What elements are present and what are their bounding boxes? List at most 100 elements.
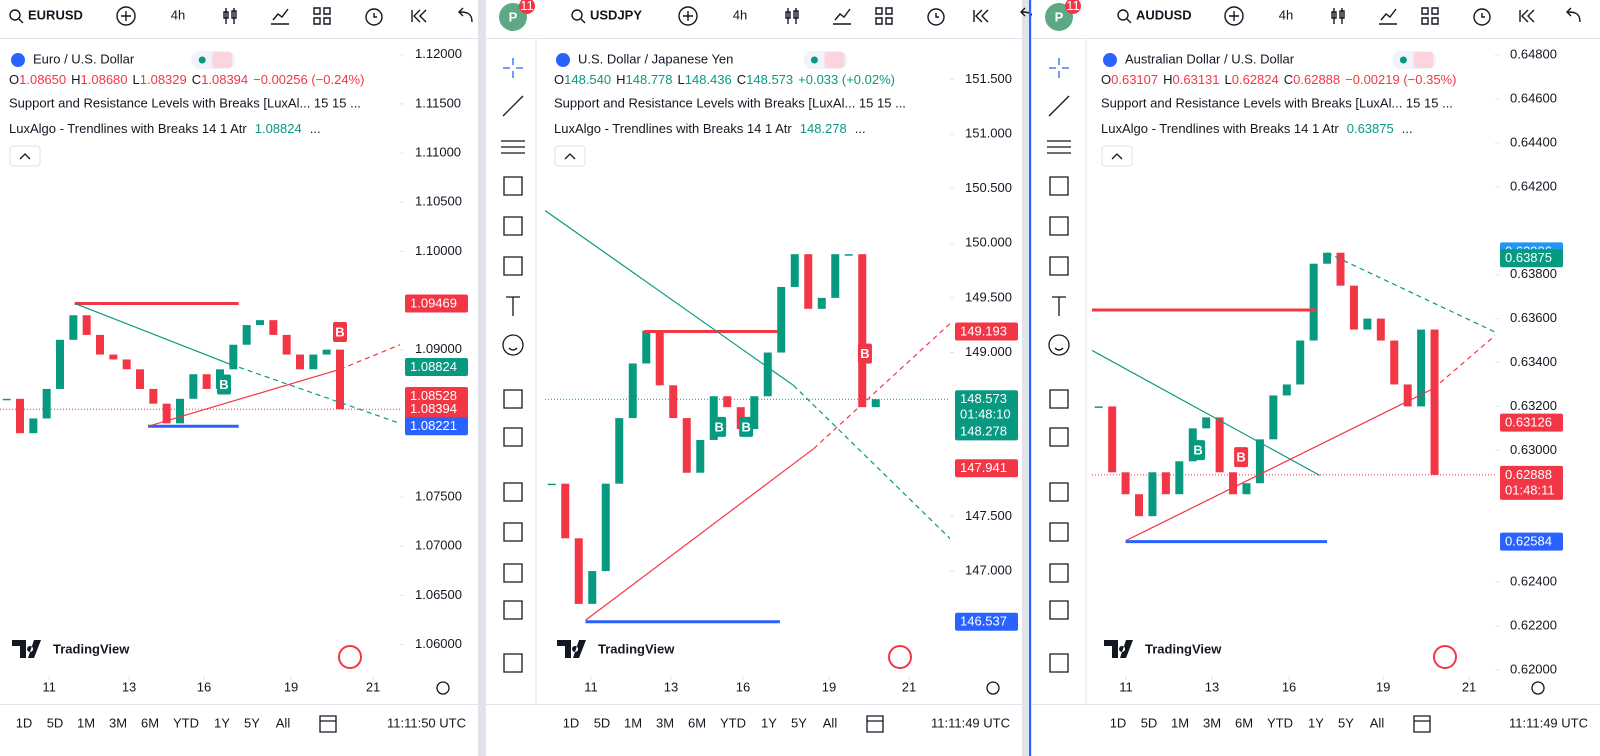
collapse-button[interactable] — [1101, 145, 1133, 167]
drawing-tool[interactable] — [503, 600, 523, 620]
drawing-tool[interactable] — [1049, 216, 1069, 236]
drawing-tool[interactable] — [503, 522, 523, 542]
drawing-tool[interactable] — [502, 95, 524, 117]
drawing-tool[interactable] — [1048, 334, 1070, 356]
range-button[interactable]: 3M — [1203, 715, 1221, 730]
ohlc-key: H — [616, 72, 625, 87]
range-button[interactable]: All — [276, 715, 291, 730]
replay-icon[interactable] — [1519, 9, 1535, 23]
drawing-tool[interactable] — [503, 653, 523, 673]
symbol[interactable]: AUDUSD — [1136, 7, 1192, 22]
indicators-icon[interactable] — [271, 8, 289, 25]
candle-icon[interactable] — [1331, 8, 1345, 24]
drawing-tool[interactable] — [1049, 482, 1069, 502]
range-button[interactable]: All — [1370, 715, 1385, 730]
range-button[interactable]: 3M — [109, 715, 127, 730]
drawing-tool[interactable] — [503, 58, 523, 78]
range-button[interactable]: 1D — [16, 715, 33, 730]
drawing-tool[interactable] — [1049, 58, 1069, 78]
alert-icon[interactable] — [927, 8, 945, 26]
indicators-icon[interactable] — [1379, 8, 1397, 25]
range-button[interactable]: 5Y — [791, 715, 807, 730]
drawing-tool[interactable] — [1047, 140, 1071, 154]
drawing-tool[interactable] — [1049, 256, 1069, 276]
range-button[interactable]: 1D — [563, 715, 580, 730]
drawing-tool[interactable] — [501, 140, 525, 154]
range-button[interactable]: 5Y — [244, 715, 260, 730]
range-button[interactable]: YTD — [173, 715, 199, 730]
drawing-tool[interactable] — [506, 296, 520, 316]
interval[interactable]: 4h — [733, 7, 747, 22]
range-button[interactable]: 5Y — [1338, 715, 1354, 730]
drawing-tool[interactable] — [503, 216, 523, 236]
drawing-tool[interactable] — [1049, 563, 1069, 583]
undo-icon[interactable] — [1566, 7, 1581, 23]
add-icon[interactable] — [678, 6, 698, 26]
layout-icon[interactable] — [1421, 7, 1439, 25]
drawing-tool[interactable] — [503, 256, 523, 276]
replay-icon[interactable] — [411, 9, 427, 23]
drawing-tool[interactable] — [503, 176, 523, 196]
drawing-tool[interactable] — [1048, 95, 1070, 117]
layout-icon[interactable] — [313, 7, 331, 25]
range-button[interactable]: 6M — [141, 715, 159, 730]
range-button[interactable]: 6M — [1235, 715, 1253, 730]
search-icon-glyph — [580, 18, 586, 24]
range-button[interactable]: 5D — [1141, 715, 1158, 730]
alert-icon[interactable] — [1473, 8, 1491, 26]
notification-badge — [519, 0, 535, 14]
add-icon[interactable] — [116, 6, 136, 26]
collapse-button[interactable] — [554, 145, 586, 167]
collapse-button[interactable] — [9, 145, 41, 167]
candle-icon[interactable] — [223, 8, 237, 24]
date-range-icon[interactable] — [1413, 715, 1431, 733]
drawing-tool[interactable] — [503, 427, 523, 447]
drawing-tool[interactable] — [503, 482, 523, 502]
symbol[interactable]: USDJPY — [590, 7, 642, 22]
range-button[interactable]: 5D — [594, 715, 611, 730]
range-button[interactable]: 1D — [1110, 715, 1127, 730]
layout-icon[interactable] — [875, 7, 893, 25]
settings-icon[interactable] — [986, 681, 1000, 695]
drawing-tool[interactable] — [1049, 653, 1069, 673]
drawing-tool[interactable] — [1049, 389, 1069, 409]
date-range-icon[interactable] — [866, 715, 884, 733]
range-button[interactable]: 1M — [77, 715, 95, 730]
drawing-tool[interactable] — [503, 389, 523, 409]
drawing-tool[interactable] — [1049, 522, 1069, 542]
range-button[interactable]: 1Y — [214, 715, 230, 730]
undo-icon[interactable] — [458, 7, 473, 23]
drawing-tool[interactable] — [1049, 176, 1069, 196]
date-range-icon[interactable] — [319, 715, 337, 733]
drawing-tool[interactable] — [1052, 296, 1066, 316]
range-button[interactable]: 1M — [1171, 715, 1189, 730]
range-button[interactable]: 5D — [47, 715, 64, 730]
drawing-tool[interactable] — [1049, 600, 1069, 620]
candle-icon[interactable] — [785, 8, 799, 24]
range-button[interactable]: 1Y — [761, 715, 777, 730]
range-button[interactable]: 6M — [688, 715, 706, 730]
drawing-tool[interactable] — [503, 563, 523, 583]
avatar[interactable] — [499, 3, 527, 31]
add-icon[interactable] — [1224, 6, 1244, 26]
range-button[interactable]: 1M — [624, 715, 642, 730]
symbol[interactable]: EURUSD — [28, 7, 83, 22]
drawing-tool[interactable] — [1049, 427, 1069, 447]
avatar[interactable] — [1045, 3, 1073, 31]
interval[interactable]: 4h — [1279, 7, 1293, 22]
range-button[interactable]: All — [823, 715, 838, 730]
candle — [269, 320, 278, 335]
interval[interactable]: 4h — [171, 7, 185, 22]
candle — [29, 418, 38, 434]
replay-icon[interactable] — [973, 9, 989, 23]
settings-icon[interactable] — [436, 681, 450, 695]
range-button[interactable]: 3M — [656, 715, 674, 730]
range-button[interactable]: 1Y — [1308, 715, 1324, 730]
settings-icon[interactable] — [1531, 681, 1545, 695]
indicators-icon[interactable] — [833, 8, 851, 25]
drawing-tool[interactable] — [502, 334, 524, 356]
range-button[interactable]: YTD — [720, 715, 746, 730]
alert-icon[interactable] — [365, 8, 383, 26]
range-button[interactable]: YTD — [1267, 715, 1293, 730]
y-tick-label: 0.64400 — [1510, 134, 1557, 149]
